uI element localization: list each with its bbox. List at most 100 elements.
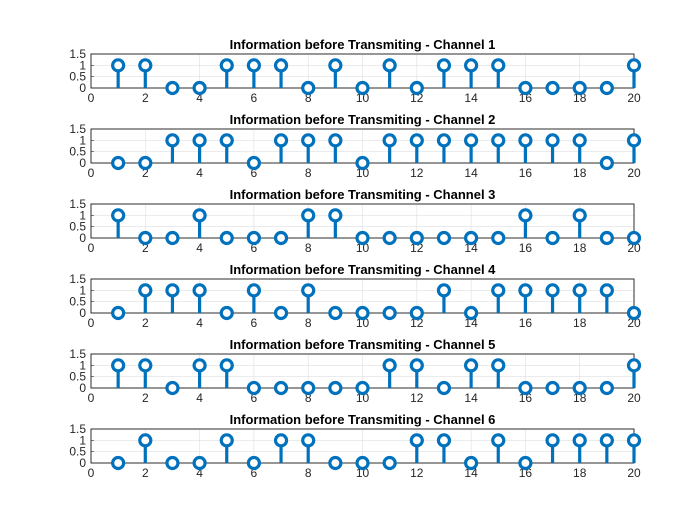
x-tick-label: 12 <box>410 316 424 330</box>
stem-marker <box>192 358 207 373</box>
stem-marker <box>518 133 533 148</box>
stem-marker <box>491 133 506 148</box>
stem-marker <box>111 208 126 223</box>
x-tick-label: 0 <box>88 91 95 105</box>
stem-marker <box>572 380 587 396</box>
x-tick-label: 2 <box>142 466 149 480</box>
stem-marker <box>572 283 587 298</box>
stem-marker <box>355 305 370 321</box>
x-tick-label: 0 <box>88 316 95 330</box>
stem-marker <box>355 230 370 246</box>
x-tick-label: 4 <box>196 91 203 105</box>
y-tick-label: 0 <box>79 81 86 95</box>
stem-marker <box>464 58 479 73</box>
y-tick-label: 0.5 <box>69 445 86 459</box>
y-tick-label: 1 <box>79 133 86 147</box>
stem-marker <box>409 358 424 373</box>
x-tick-label: 20 <box>627 91 641 105</box>
stem-marker <box>436 283 452 298</box>
stem-marker <box>436 230 452 246</box>
stem-marker <box>464 133 479 148</box>
stem-marker <box>192 455 207 471</box>
x-tick-label: 0 <box>88 391 95 405</box>
stem-marker <box>111 305 126 321</box>
stem-marker <box>219 133 234 148</box>
stem-marker <box>491 230 506 246</box>
stem-marker <box>572 80 587 96</box>
stem-marker <box>382 305 397 321</box>
x-tick-label: 14 <box>464 91 478 105</box>
x-tick-label: 16 <box>519 316 533 330</box>
stem-marker <box>273 305 289 321</box>
y-tick-label: 1.5 <box>69 347 86 361</box>
x-tick-label: 16 <box>519 91 533 105</box>
x-tick-label: 16 <box>519 466 533 480</box>
stem-marker <box>165 380 180 396</box>
stem-marker <box>518 380 533 396</box>
stem-marker <box>246 230 261 246</box>
x-tick-label: 8 <box>305 166 312 180</box>
stem-marker <box>328 58 343 73</box>
y-tick-label: 0 <box>79 231 86 245</box>
stem-marker <box>599 433 614 448</box>
subplot-channel-3: 0 2 4 6 8 10 12 14 16 18 20 00.511.5 Information bef… <box>69 187 642 255</box>
stem-marker <box>626 133 642 148</box>
stem-marker <box>382 455 397 471</box>
stem-marker <box>382 58 397 73</box>
y-tick-label: 1.5 <box>69 47 86 61</box>
stem-marker <box>545 230 560 246</box>
stem-marker <box>518 455 533 471</box>
x-tick-label: 14 <box>464 391 478 405</box>
x-tick-label: 2 <box>142 91 149 105</box>
x-tick-label: 2 <box>142 241 149 255</box>
x-tick-label: 14 <box>464 241 478 255</box>
stem-marker <box>246 58 261 73</box>
stem-marker <box>273 433 289 448</box>
x-tick-label: 12 <box>410 166 424 180</box>
y-tick-label: 1.5 <box>69 272 86 286</box>
stem-marker <box>165 133 180 148</box>
stem-marker <box>545 380 560 396</box>
y-tick-label: 0.5 <box>69 295 86 309</box>
stem-marker <box>138 155 153 171</box>
x-tick-label: 6 <box>251 466 258 480</box>
stem-marker <box>165 230 180 246</box>
stem-marker <box>111 358 126 373</box>
stem-marker <box>464 455 479 471</box>
stem-marker <box>491 433 506 448</box>
stem-marker <box>328 208 343 223</box>
x-tick-label: 18 <box>573 316 587 330</box>
y-tick-label: 1 <box>79 433 86 447</box>
x-tick-label: 4 <box>196 316 203 330</box>
stem-marker <box>111 58 126 73</box>
x-tick-label: 12 <box>410 466 424 480</box>
stem-marker <box>301 80 316 96</box>
stem-marker <box>436 380 452 396</box>
stem-marker <box>545 433 560 448</box>
y-tick-label: 1.5 <box>69 422 86 436</box>
stem-marker <box>138 433 153 448</box>
x-tick-label: 14 <box>464 466 478 480</box>
x-tick-label: 10 <box>356 316 370 330</box>
x-tick-label: 18 <box>573 466 587 480</box>
x-tick-label: 18 <box>573 391 587 405</box>
stem-marker <box>246 155 261 171</box>
x-tick-label: 6 <box>251 91 258 105</box>
stem-marker <box>301 208 316 223</box>
stem-marker <box>382 230 397 246</box>
y-tick-label: 1.5 <box>69 197 86 211</box>
stem-marker <box>111 155 126 171</box>
stem-marker <box>301 283 316 298</box>
stem-marker <box>138 58 153 73</box>
stem-marker <box>464 305 479 321</box>
y-tick-label: 0 <box>79 306 86 320</box>
stem-marker <box>246 455 261 471</box>
stem-marker <box>219 230 234 246</box>
stem-marker <box>572 133 587 148</box>
stem-marker <box>545 80 560 96</box>
x-tick-label: 20 <box>627 241 641 255</box>
stem-marker <box>382 358 397 373</box>
stem-marker <box>599 80 614 96</box>
stem-marker <box>328 305 343 321</box>
stem-marker <box>464 358 479 373</box>
